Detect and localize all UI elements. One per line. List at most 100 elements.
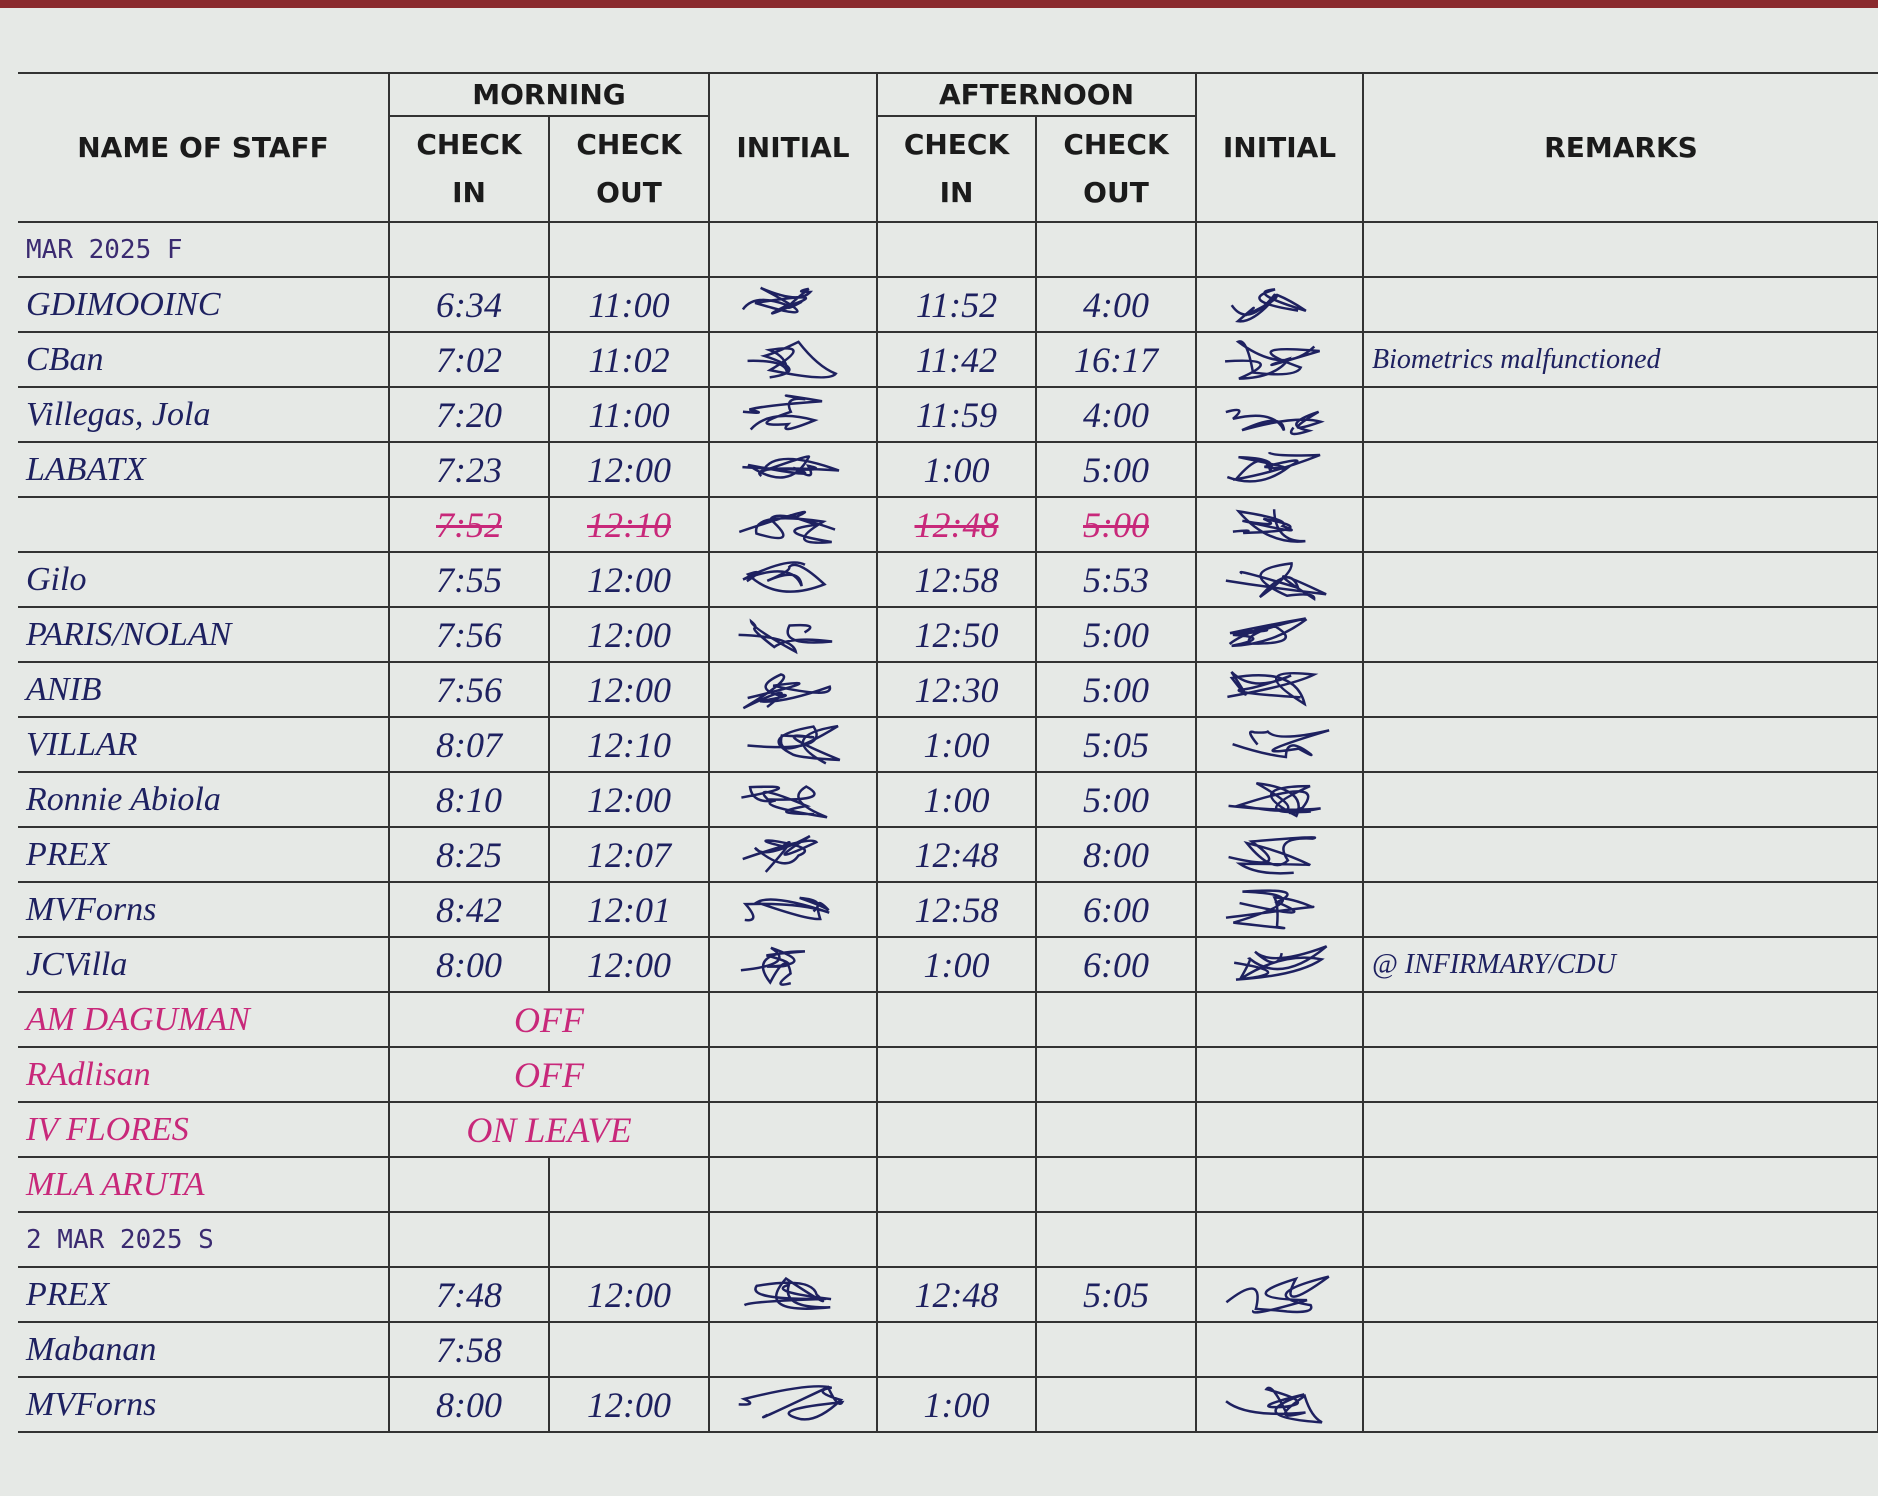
initial bbox=[1195, 332, 1364, 388]
staff-name: IV FLORES bbox=[18, 1102, 390, 1158]
pm-check-out: 5:00 bbox=[1035, 772, 1197, 828]
pm-check-out bbox=[1035, 1322, 1197, 1378]
signature bbox=[742, 834, 819, 873]
am-check-out: 12:00 bbox=[548, 442, 710, 498]
staff-row: PREX 7:48 12:00 12:48 5:05 bbox=[18, 1267, 1878, 1323]
header-text: CHECK IN bbox=[416, 128, 522, 209]
signature-stroke bbox=[740, 946, 806, 986]
signature bbox=[1224, 1386, 1323, 1424]
signature bbox=[743, 1276, 832, 1310]
staff-row: IV FLORES ON LEAVE bbox=[18, 1102, 1878, 1158]
pm-check-in: 12:50 bbox=[876, 607, 1037, 663]
staff-name: Villegas, Jola bbox=[18, 387, 390, 443]
staff-name: Gilo bbox=[18, 552, 390, 608]
empty-cell bbox=[1362, 1212, 1878, 1268]
empty-cell bbox=[876, 222, 1037, 278]
signature bbox=[741, 286, 814, 315]
staff-name: AM DAGUMAN bbox=[18, 992, 390, 1048]
pm-check-out: 5:05 bbox=[1035, 1267, 1197, 1323]
empty-cell bbox=[1035, 222, 1197, 278]
pm-check-in: 12:48 bbox=[876, 1267, 1037, 1323]
signature-stroke bbox=[1224, 408, 1325, 435]
signature bbox=[1225, 888, 1315, 929]
initial bbox=[1195, 607, 1364, 663]
staff-name: ANIB bbox=[18, 662, 390, 718]
initial bbox=[708, 1047, 878, 1103]
signature bbox=[742, 896, 830, 921]
pm-check-in: 12:48 bbox=[876, 497, 1037, 553]
am-check-out: 12:01 bbox=[548, 882, 710, 938]
initial bbox=[708, 442, 878, 498]
signature bbox=[742, 672, 832, 709]
pm-check-in: 12:48 bbox=[876, 827, 1037, 883]
pm-check-out: 5:00 bbox=[1035, 662, 1197, 718]
initial bbox=[1195, 992, 1364, 1048]
am-check-in: 7:52 bbox=[388, 497, 550, 553]
initial bbox=[1195, 1322, 1364, 1378]
initial bbox=[1195, 1157, 1364, 1213]
staff-row: PREX 8:25 12:07 12:48 8:00 bbox=[18, 827, 1878, 883]
pm-check-out bbox=[1035, 1102, 1197, 1158]
pm-check-out: 5:53 bbox=[1035, 552, 1197, 608]
remarks bbox=[1362, 387, 1878, 443]
initial bbox=[708, 1267, 878, 1323]
initial bbox=[1195, 937, 1364, 993]
staff-row: VILLAR 8:07 12:10 1:00 5:05 bbox=[18, 717, 1878, 773]
am-check-out: 12:00 bbox=[548, 1267, 710, 1323]
pm-check-in bbox=[876, 1102, 1037, 1158]
staff-row: GDIMOOINC 6:34 11:00 11:52 4:00 bbox=[18, 277, 1878, 333]
signature bbox=[1225, 1274, 1330, 1314]
am-check-in: 7:58 bbox=[388, 1322, 550, 1378]
staff-name: MLA ARUTA bbox=[18, 1157, 390, 1213]
signature-stroke bbox=[738, 510, 836, 544]
staff-row: Villegas, Jola 7:20 11:00 11:59 4:00 bbox=[18, 387, 1878, 443]
staff-name: GDIMOOINC bbox=[18, 277, 390, 333]
pm-check-out: 5:05 bbox=[1035, 717, 1197, 773]
am-check-out bbox=[548, 1322, 710, 1378]
signature-stroke bbox=[1224, 1386, 1323, 1424]
signature bbox=[1226, 670, 1318, 707]
empty-cell bbox=[388, 222, 550, 278]
initial bbox=[1195, 827, 1364, 883]
pm-check-out: 5:00 bbox=[1035, 497, 1197, 553]
status: OFF bbox=[388, 1047, 710, 1103]
pm-check-in: 1:00 bbox=[876, 1377, 1037, 1433]
signature bbox=[1227, 781, 1321, 818]
signature bbox=[747, 724, 841, 765]
signature-stroke bbox=[742, 896, 830, 921]
empty-cell bbox=[1195, 1212, 1364, 1268]
staff-row: CBan 7:02 11:02 11:42 16:17 Biometrics malfun… bbox=[18, 332, 1878, 388]
pm-check-in: 1:00 bbox=[876, 937, 1037, 993]
date: MAR 2025 F bbox=[18, 222, 390, 278]
initial bbox=[708, 937, 878, 993]
remarks bbox=[1362, 772, 1878, 828]
log-body: MAR 2025 F GDIMOOINC 6:34 11:00 11:52 4:00 CBa… bbox=[18, 222, 1878, 1433]
initial bbox=[708, 827, 878, 883]
staff-row: Ronnie Abiola 8:10 12:00 1:00 5:00 bbox=[18, 772, 1878, 828]
remarks bbox=[1362, 442, 1878, 498]
am-check-in: 8:25 bbox=[388, 827, 550, 883]
remarks bbox=[1362, 1322, 1878, 1378]
initial bbox=[708, 1157, 878, 1213]
signature-stroke bbox=[742, 834, 819, 873]
signature bbox=[1226, 450, 1320, 483]
signature bbox=[1231, 728, 1329, 758]
staff-row: LABATX 7:23 12:00 1:00 5:00 bbox=[18, 442, 1878, 498]
date: 2 MAR 2025 S bbox=[18, 1212, 390, 1268]
signature bbox=[747, 339, 838, 379]
signature-stroke bbox=[1225, 561, 1327, 601]
initial bbox=[1195, 387, 1364, 443]
am-check-out: 12:10 bbox=[548, 717, 710, 773]
am-check-out bbox=[548, 1157, 710, 1213]
signature bbox=[742, 454, 840, 479]
initial bbox=[1195, 1047, 1364, 1103]
am-check-in: 8:42 bbox=[388, 882, 550, 938]
staff-name: LABATX bbox=[18, 442, 390, 498]
am-check-in: 7:55 bbox=[388, 552, 550, 608]
initial bbox=[708, 717, 878, 773]
pm-check-out: 5:00 bbox=[1035, 607, 1197, 663]
pm-check-in: 12:58 bbox=[876, 882, 1037, 938]
initial bbox=[708, 1322, 878, 1378]
staff-name: Ronnie Abiola bbox=[18, 772, 390, 828]
am-check-in: 7:23 bbox=[388, 442, 550, 498]
